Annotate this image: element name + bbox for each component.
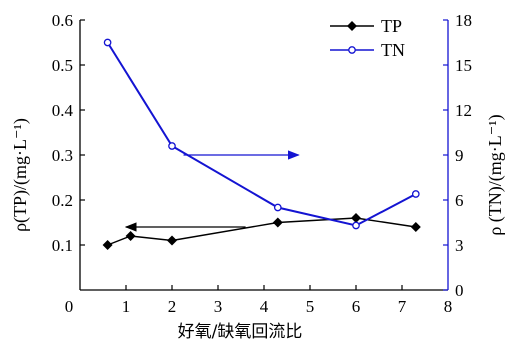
y-right-tick-label: 3 <box>455 236 464 255</box>
x-tick-label: 8 <box>444 297 453 316</box>
x-tick-label: 7 <box>398 297 407 316</box>
legend-tp-label: TP <box>381 16 402 36</box>
x-tick-label: 0 <box>65 297 74 316</box>
y-left-tick-label: 0.4 <box>52 101 74 120</box>
y-left-tick-label: 0.5 <box>52 56 73 75</box>
y-axis-left-title: ρ(TP)/(mg·L⁻¹) <box>10 118 31 232</box>
x-tick-label: 2 <box>168 297 177 316</box>
y-right-tick-label: 18 <box>455 11 472 30</box>
y-right-tick-label: 15 <box>455 56 472 75</box>
series-layer <box>102 38 421 250</box>
x-tick-label: 1 <box>122 297 131 316</box>
y-left-tick-label: 0.1 <box>52 236 73 255</box>
y-right-tick-label: 9 <box>455 146 464 165</box>
x-tick-label: 4 <box>260 297 269 316</box>
legend: TP TN <box>330 16 405 60</box>
data-point-tp <box>410 222 421 232</box>
y-left-tick-label: 0.2 <box>52 191 73 210</box>
data-point-tp <box>102 240 113 250</box>
data-point-tn <box>168 142 176 150</box>
data-point-tp <box>167 235 177 246</box>
y-right-tick-label: 0 <box>455 281 464 300</box>
x-tick-label: 5 <box>306 297 315 316</box>
y-right-tick-label: 6 <box>455 191 464 210</box>
y-left-tick-label: 0.3 <box>52 146 73 165</box>
annotations <box>124 150 300 232</box>
legend-tp-marker <box>347 21 357 31</box>
data-point-tn <box>352 221 360 230</box>
x-axis-title: 好氧/缺氧回流比 <box>178 322 303 342</box>
series-line-tp <box>107 217 416 246</box>
legend-tn-marker <box>348 46 356 54</box>
x-tick-label: 3 <box>214 297 223 316</box>
legend-tn-label: TN <box>381 40 405 60</box>
x-tick-label: 6 <box>352 297 361 316</box>
data-point-tp <box>351 213 361 223</box>
data-point-tp <box>125 231 136 241</box>
data-point-tp <box>272 217 283 228</box>
data-point-tn <box>273 203 282 212</box>
data-point-tn <box>411 190 420 198</box>
y-axis-right-title: ρ (TN)/(mg·L⁻¹) <box>485 114 506 235</box>
series-line-tn <box>106 41 417 227</box>
y-right-tick-label: 12 <box>455 101 472 120</box>
data-point-tn <box>103 38 112 47</box>
y-left-tick-label: 0.6 <box>52 11 73 30</box>
